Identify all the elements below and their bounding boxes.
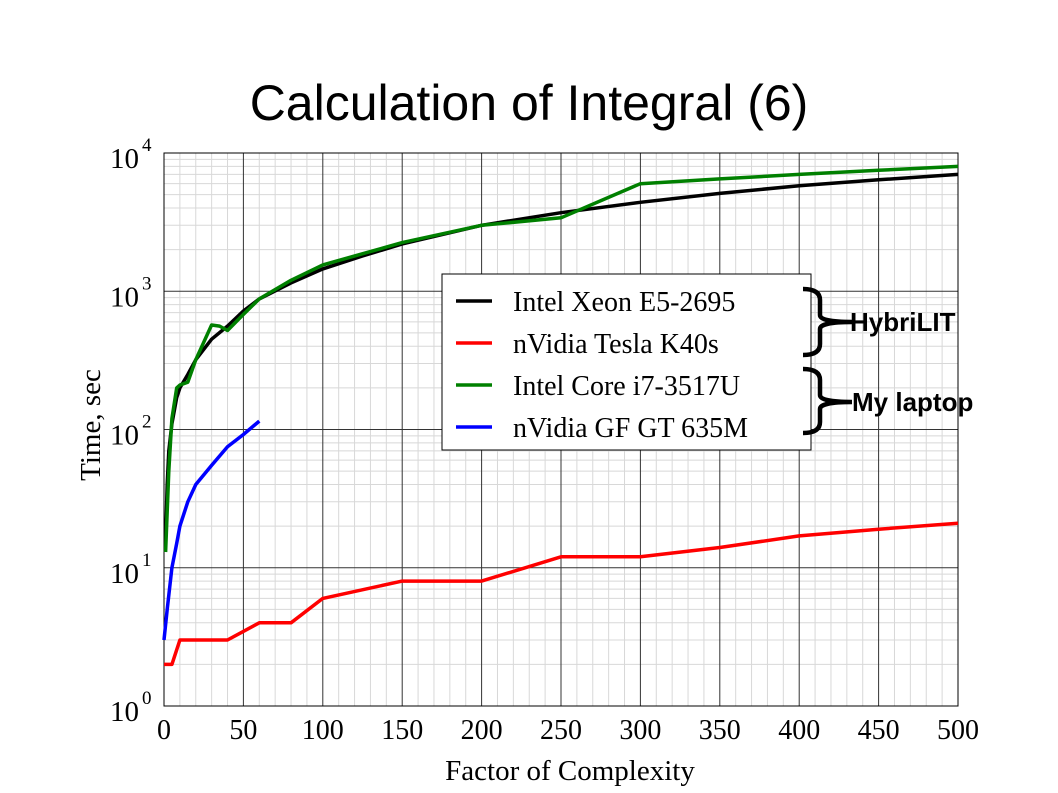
y-tick-label: 10	[110, 143, 139, 175]
annotation-my-laptop: My laptop	[852, 387, 973, 417]
brace-my-laptop-icon	[802, 366, 853, 436]
x-axis-label: Factor of Complexity	[445, 755, 695, 787]
x-tick-label: 350	[699, 715, 741, 746]
y-tick-exponent: 4	[142, 135, 152, 156]
x-tick-label: 100	[302, 715, 344, 746]
annotation-hybrilit: HybriLIT	[850, 307, 956, 337]
y-tick-exponent: 0	[142, 688, 152, 709]
x-tick-label: 150	[381, 715, 423, 746]
y-tick-label: 10	[110, 281, 139, 313]
series-line-1	[164, 521, 959, 667]
legend: Intel Xeon E5-2695 nVidia Tesla K40s Intel…	[441, 273, 812, 451]
legend-entries: Intel Xeon E5-2695 nVidia Tesla K40s Intel…	[456, 287, 748, 444]
x-tick-label: 300	[619, 715, 661, 746]
y-tick-exponent: 1	[142, 550, 152, 571]
y-tick-label: 10	[110, 696, 139, 728]
y-tick-exponent: 3	[142, 273, 152, 294]
y-axis-label: Time, sec	[75, 369, 107, 481]
annotations: HybriLIT My laptop	[802, 286, 973, 436]
x-tick-label: 250	[540, 715, 582, 746]
x-tick-label: 0	[157, 715, 171, 746]
x-tick-label: 400	[778, 715, 820, 746]
legend-label: nVidia Tesla K40s	[513, 329, 719, 360]
y-tick-exponent: 2	[142, 412, 152, 433]
x-tick-label: 500	[937, 715, 979, 746]
x-tick-label: 200	[461, 715, 503, 746]
plot-frame	[163, 152, 959, 707]
legend-label: nVidia GF GT 635M	[513, 413, 748, 444]
y-tick-label: 10	[110, 558, 139, 590]
legend-label: Intel Core i7-3517U	[513, 371, 740, 402]
x-tick-label: 50	[229, 715, 257, 746]
brace-hybrilit-icon	[802, 286, 853, 358]
y-tick-label: 10	[110, 420, 139, 452]
series-line-2	[163, 164, 959, 553]
slide-title: Calculation of Integral (6)	[249, 75, 809, 131]
x-tick-label: 450	[858, 715, 900, 746]
series-lines	[162, 164, 959, 667]
series-line-3	[162, 419, 261, 641]
legend-box	[441, 273, 812, 451]
x-tick-labels: 0 50 100 150 200 250 300 350 400 450 500	[157, 715, 979, 746]
legend-label: Intel Xeon E5-2695	[513, 287, 735, 318]
